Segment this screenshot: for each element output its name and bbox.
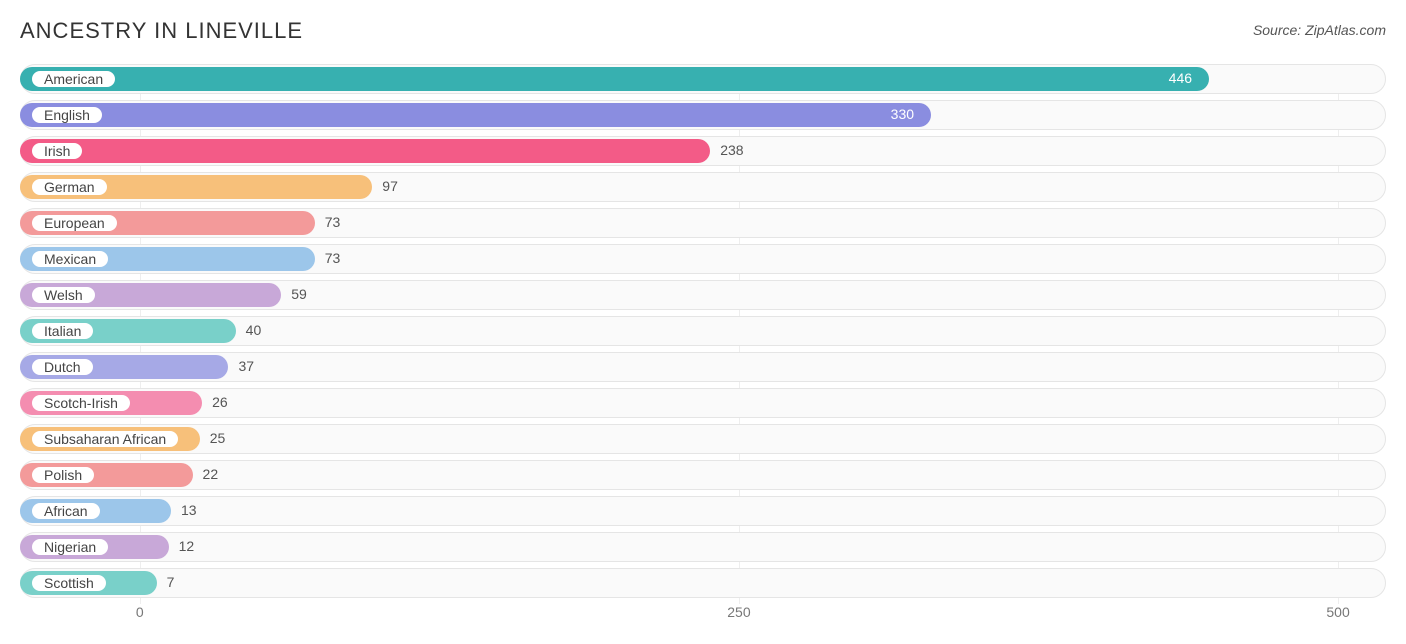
bar-label: Scotch-Irish (30, 393, 132, 413)
bar-row: Nigerian 12 (20, 532, 1386, 562)
bar-track (20, 460, 1386, 490)
bar-row: Irish 238 (20, 136, 1386, 166)
bar-label: Scottish (30, 573, 108, 593)
bar-row: American 446 (20, 64, 1386, 94)
bar-value: 12 (179, 538, 195, 554)
bar-track (20, 532, 1386, 562)
bar-value: 22 (203, 466, 219, 482)
chart-header: ANCESTRY IN LINEVILLE Source: ZipAtlas.c… (20, 18, 1386, 44)
bar-fill (20, 103, 931, 127)
bar-row: Dutch 37 (20, 352, 1386, 382)
bar-track (20, 568, 1386, 598)
bar-label: English (30, 105, 104, 125)
bar-row: Mexican 73 (20, 244, 1386, 274)
bar-label: European (30, 213, 119, 233)
bar-row: Scottish 7 (20, 568, 1386, 598)
bar-value: 26 (212, 394, 228, 410)
bar-row: Welsh 59 (20, 280, 1386, 310)
bar-label: Irish (30, 141, 84, 161)
bar-row: European 73 (20, 208, 1386, 238)
bar-value: 238 (720, 142, 743, 158)
bar-label: Subsaharan African (30, 429, 180, 449)
bar-label: Mexican (30, 249, 110, 269)
bar-value: 73 (325, 214, 341, 230)
bar-label: Nigerian (30, 537, 110, 557)
bar-row: Scotch-Irish 26 (20, 388, 1386, 418)
bar-label: Welsh (30, 285, 97, 305)
bar-fill (20, 67, 1209, 91)
bar-row: English 330 (20, 100, 1386, 130)
bar-value: 97 (382, 178, 398, 194)
bar-label: Italian (30, 321, 95, 341)
x-axis: 0 250 500 (20, 604, 1386, 634)
bar-label: German (30, 177, 109, 197)
axis-tick: 500 (1326, 604, 1349, 620)
bar-value: 59 (291, 286, 307, 302)
bar-value: 7 (167, 574, 175, 590)
bar-row: Polish 22 (20, 460, 1386, 490)
bar-value: 25 (210, 430, 226, 446)
bar-value: 330 (891, 106, 914, 122)
bar-label: Polish (30, 465, 96, 485)
bar-label: American (30, 69, 117, 89)
bar-label: African (30, 501, 102, 521)
bar-row: Italian 40 (20, 316, 1386, 346)
bar-row: African 13 (20, 496, 1386, 526)
chart-source: Source: ZipAtlas.com (1253, 22, 1386, 38)
bar-value: 73 (325, 250, 341, 266)
chart-title: ANCESTRY IN LINEVILLE (20, 18, 303, 44)
bar-label: Dutch (30, 357, 95, 377)
chart-area: American 446 English 330 Irish 238 German 97 Eur… (20, 64, 1386, 634)
bar-fill (20, 139, 710, 163)
bar-row: German 97 (20, 172, 1386, 202)
bar-row: Subsaharan African 25 (20, 424, 1386, 454)
bar-value: 40 (246, 322, 262, 338)
bar-value: 37 (238, 358, 254, 374)
axis-tick: 0 (136, 604, 144, 620)
bar-track (20, 496, 1386, 526)
bar-value: 446 (1169, 70, 1192, 86)
axis-tick: 250 (727, 604, 750, 620)
bar-value: 13 (181, 502, 197, 518)
